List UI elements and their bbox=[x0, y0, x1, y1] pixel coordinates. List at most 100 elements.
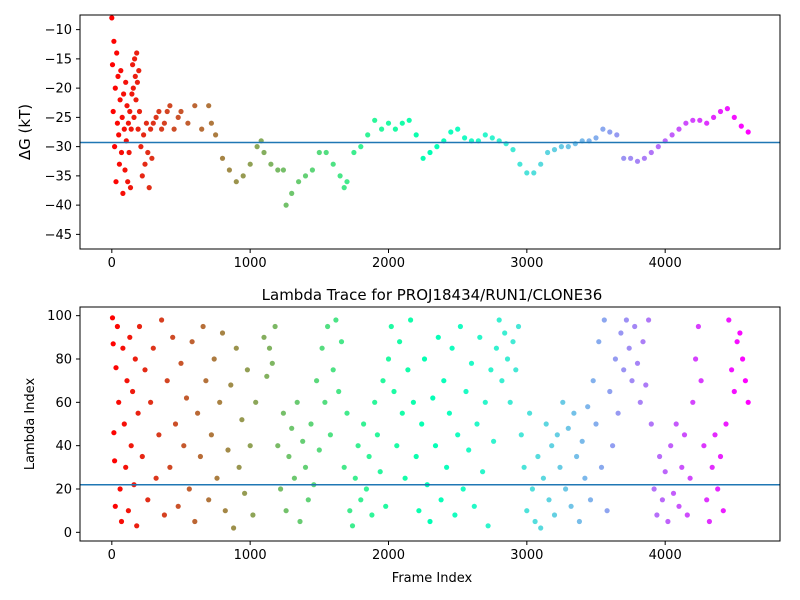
lambda-point bbox=[275, 443, 281, 449]
lambda-point bbox=[518, 432, 524, 438]
delta-g-point bbox=[724, 106, 731, 112]
lambda-point bbox=[110, 341, 116, 347]
lambda-point bbox=[178, 360, 184, 366]
lambda-point bbox=[278, 486, 284, 492]
delta-g-point bbox=[114, 50, 120, 56]
delta-g-point bbox=[146, 185, 152, 191]
lambda-point bbox=[130, 388, 136, 395]
delta-g-point bbox=[413, 132, 419, 138]
lambda-point bbox=[380, 378, 386, 384]
delta-g-point bbox=[283, 202, 289, 208]
lambda-point bbox=[286, 453, 292, 460]
delta-g-point bbox=[109, 15, 115, 21]
lambda-point bbox=[314, 378, 320, 384]
lambda-trace-title: Lambda Trace for PROJ18434/RUN1/CLONE36 bbox=[262, 286, 603, 304]
lambda-point bbox=[283, 508, 289, 514]
lambda-point bbox=[280, 410, 286, 416]
lambda-point bbox=[388, 323, 394, 330]
lambda-point bbox=[116, 399, 122, 405]
delta-g-point bbox=[156, 108, 162, 115]
lambda-point bbox=[477, 334, 483, 340]
lambda-point bbox=[195, 410, 201, 416]
delta-g-point bbox=[406, 117, 412, 123]
delta-g-point bbox=[545, 149, 551, 156]
lambda-point bbox=[319, 345, 325, 351]
lambda-point bbox=[136, 323, 143, 330]
delta-g-point bbox=[683, 120, 689, 126]
lambda-point bbox=[197, 453, 203, 460]
lambda-point bbox=[726, 317, 732, 323]
lambda-point bbox=[480, 469, 486, 475]
lambda-point bbox=[189, 339, 195, 345]
lambda-point bbox=[421, 356, 428, 362]
lambda-point bbox=[449, 345, 455, 351]
lambda-point bbox=[289, 425, 295, 431]
lambda-point bbox=[120, 345, 126, 351]
lambda-point bbox=[679, 464, 685, 470]
lambda-point bbox=[557, 464, 563, 470]
delta-g-point bbox=[517, 161, 523, 167]
lambda-x-tick-label: 4000 bbox=[649, 548, 682, 563]
delta-g-point bbox=[136, 68, 142, 74]
lambda-point bbox=[568, 503, 574, 509]
delta-g-point bbox=[125, 120, 131, 126]
lambda-point bbox=[535, 453, 541, 460]
lambda-point bbox=[676, 503, 682, 509]
delta-g-point bbox=[116, 161, 122, 167]
lambda-point bbox=[430, 395, 436, 401]
lambda-x-tick-label: 0 bbox=[108, 548, 116, 563]
delta-g-y-tick-label: −35 bbox=[45, 169, 72, 184]
panel-delta-g: 0 1000 2000 3000 4000 −45−40−35−30−25−20−15−… bbox=[16, 14, 781, 271]
delta-g-point bbox=[161, 120, 167, 126]
delta-g-point bbox=[614, 132, 620, 138]
lambda-point bbox=[402, 475, 408, 481]
delta-g-point bbox=[112, 85, 118, 91]
lambda-point bbox=[468, 360, 475, 366]
delta-g-point bbox=[323, 149, 329, 156]
lambda-point bbox=[643, 382, 649, 388]
lambda-point bbox=[264, 373, 270, 379]
lambda-point bbox=[408, 317, 414, 323]
lambda-point bbox=[446, 410, 452, 416]
lambda-point bbox=[344, 410, 350, 416]
delta-g-point bbox=[392, 126, 398, 132]
lambda-y-tick-label: 60 bbox=[55, 396, 72, 411]
delta-g-point bbox=[565, 144, 571, 150]
lambda-point bbox=[145, 497, 151, 503]
lambda-point bbox=[123, 464, 129, 470]
lambda-point bbox=[206, 497, 212, 503]
lambda-point bbox=[261, 334, 267, 340]
lambda-point bbox=[250, 512, 256, 518]
lambda-point bbox=[167, 464, 173, 470]
lambda-point bbox=[515, 323, 522, 330]
delta-g-x-ticks: 0 1000 2000 3000 4000 bbox=[108, 249, 682, 271]
lambda-point bbox=[200, 323, 206, 330]
lambda-point bbox=[723, 421, 729, 427]
delta-g-point bbox=[316, 149, 322, 156]
lambda-point bbox=[571, 410, 577, 416]
lambda-point bbox=[623, 317, 630, 323]
delta-g-point bbox=[159, 126, 165, 132]
delta-g-point bbox=[704, 120, 710, 126]
delta-g-point bbox=[130, 62, 136, 68]
delta-g-point bbox=[143, 120, 149, 126]
lambda-point bbox=[121, 421, 127, 427]
lambda-point bbox=[247, 443, 253, 449]
delta-g-point bbox=[275, 167, 281, 173]
lambda-point bbox=[153, 475, 159, 481]
lambda-point bbox=[294, 399, 300, 405]
lambda-point bbox=[593, 421, 599, 427]
lambda-y-label: Lambda Index bbox=[23, 378, 38, 471]
delta-g-point bbox=[296, 179, 302, 185]
lambda-x-tick-label: 1000 bbox=[234, 548, 267, 563]
lambda-y-ticks: 0 20 40 60 80 100 bbox=[47, 309, 80, 541]
delta-g-point bbox=[128, 126, 134, 132]
lambda-point bbox=[338, 339, 345, 345]
lambda-point bbox=[175, 503, 181, 509]
delta-g-point bbox=[118, 68, 124, 74]
delta-g-y-tick-label: −40 bbox=[45, 199, 72, 214]
lambda-point bbox=[161, 512, 167, 518]
lambda-point bbox=[164, 378, 170, 384]
lambda-point bbox=[352, 475, 358, 481]
lambda-index-points bbox=[109, 315, 751, 531]
